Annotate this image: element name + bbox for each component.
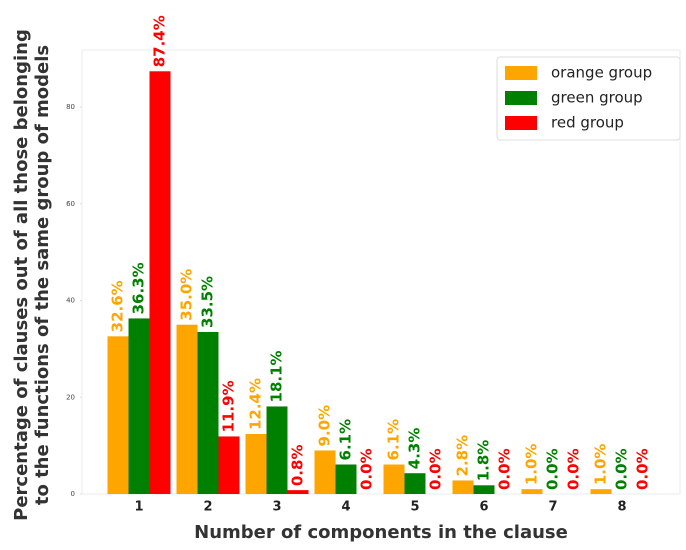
bar	[107, 336, 129, 494]
bar	[287, 490, 309, 494]
value-label: 0.0%	[565, 448, 583, 490]
bar	[452, 480, 474, 494]
value-label: 1.8%	[475, 440, 493, 482]
bar	[128, 318, 150, 494]
value-label: 0.0%	[496, 448, 514, 490]
x-tick-label: 2	[203, 500, 212, 515]
value-label: 9.0%	[316, 405, 334, 447]
bar	[149, 71, 171, 495]
bar	[218, 436, 240, 494]
bar	[314, 450, 336, 494]
x-tick-label: 6	[479, 500, 488, 515]
value-label: 18.1%	[268, 350, 286, 402]
y-tick-label: 20	[66, 393, 75, 401]
bar	[245, 434, 267, 494]
plot-frame	[81, 49, 681, 495]
x-tick-label: 1	[134, 500, 143, 515]
bar	[197, 331, 219, 494]
value-label: 0.0%	[544, 448, 562, 490]
value-label: 32.6%	[109, 280, 127, 332]
legend-swatch	[505, 91, 537, 105]
value-label: 11.9%	[220, 380, 238, 432]
value-label: 0.0%	[634, 448, 652, 490]
value-label: 6.1%	[385, 419, 403, 461]
value-label: 35.0%	[178, 269, 196, 321]
value-label: 0.0%	[358, 448, 376, 490]
legend-box	[496, 56, 681, 141]
x-tick-label: 8	[617, 500, 626, 515]
bar	[176, 324, 198, 494]
value-label: 87.4%	[151, 15, 169, 67]
x-tick-label: 4	[341, 500, 350, 515]
legend: orange group green group red group	[496, 56, 681, 141]
x-tick-label: 5	[410, 500, 419, 515]
value-label: 0.8%	[289, 445, 307, 487]
bar	[404, 473, 426, 494]
x-tick-label: 3	[272, 500, 281, 515]
legend-label: orange group	[551, 64, 652, 82]
value-label: 2.8%	[454, 435, 472, 477]
value-label: 12.4%	[247, 378, 265, 430]
y-axis-title: Percentage of clauses out of all those b…	[11, 29, 53, 521]
x-axis-title: Number of components in the clause	[194, 522, 568, 543]
bar	[266, 406, 288, 494]
y-axis-title-line: to the functions of the same group of mo…	[32, 45, 53, 505]
bar	[473, 485, 495, 494]
y-tick-label: 40	[66, 297, 75, 305]
legend-label: green group	[551, 89, 643, 107]
x-tick-label: 7	[548, 500, 557, 515]
value-label: 36.3%	[130, 262, 148, 314]
value-label: 0.0%	[427, 448, 445, 490]
bar	[383, 464, 405, 494]
y-tick-label: 60	[66, 200, 75, 208]
y-axis-title-line: Percentage of clauses out of all those b…	[11, 29, 32, 521]
legend-swatch	[505, 66, 537, 80]
value-label: 4.3%	[406, 428, 424, 470]
bar	[590, 489, 612, 494]
value-label: 0.0%	[613, 448, 631, 490]
value-label: 1.0%	[592, 444, 610, 486]
legend-swatch	[505, 116, 537, 130]
value-label: 1.0%	[523, 444, 541, 486]
y-tick-label: 0	[71, 490, 75, 498]
bar	[521, 489, 543, 494]
value-label: 33.5%	[199, 276, 217, 328]
bar	[335, 464, 357, 494]
value-label: 6.1%	[337, 419, 355, 461]
legend-label: red group	[551, 114, 624, 132]
y-tick-label: 80	[66, 103, 75, 111]
